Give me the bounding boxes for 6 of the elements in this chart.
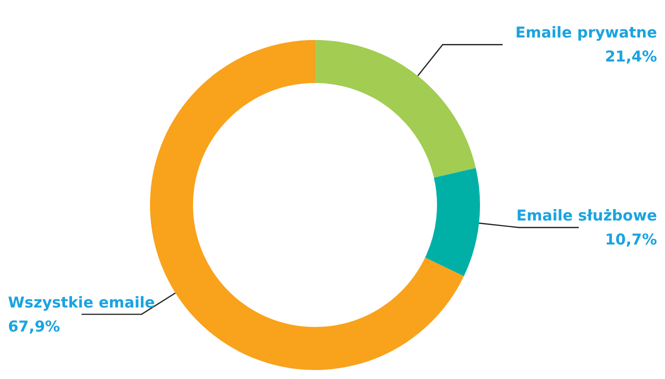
data-label: 10,7% bbox=[604, 230, 657, 248]
data-label: 21,4% bbox=[604, 48, 657, 66]
data-label: 67,9% bbox=[8, 317, 60, 336]
slice-label: Emaile prywatne bbox=[515, 24, 657, 42]
slice-label: Emaile służbowe bbox=[516, 206, 657, 224]
slice-label: Wszystkie emaile bbox=[8, 293, 155, 312]
